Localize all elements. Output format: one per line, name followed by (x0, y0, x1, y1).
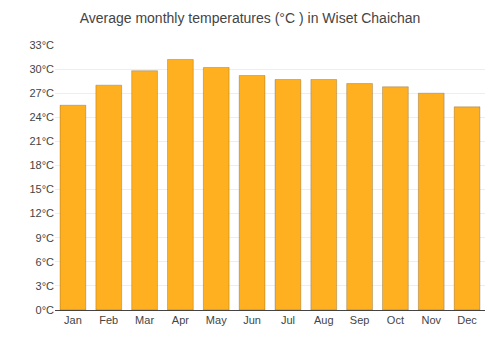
svg-text:21°C: 21°C (29, 135, 54, 147)
svg-text:3°C: 3°C (36, 280, 55, 292)
svg-text:6°C: 6°C (36, 256, 55, 268)
svg-text:Average monthly temperatures (: Average monthly temperatures (°C ) in Wi… (80, 10, 421, 26)
svg-text:Feb: Feb (99, 314, 118, 326)
svg-text:Jul: Jul (281, 314, 295, 326)
svg-text:Jan: Jan (64, 314, 82, 326)
svg-text:Nov: Nov (421, 314, 441, 326)
svg-text:15°C: 15°C (29, 183, 54, 195)
svg-text:Jun: Jun (243, 314, 261, 326)
svg-text:30°C: 30°C (29, 63, 54, 75)
svg-text:27°C: 27°C (29, 87, 54, 99)
svg-text:Sep: Sep (350, 314, 370, 326)
svg-text:Oct: Oct (387, 314, 404, 326)
svg-text:Aug: Aug (314, 314, 334, 326)
svg-text:May: May (206, 314, 227, 326)
svg-text:Dec: Dec (457, 314, 477, 326)
svg-text:9°C: 9°C (36, 232, 55, 244)
svg-text:24°C: 24°C (29, 111, 54, 123)
svg-text:Apr: Apr (172, 314, 189, 326)
svg-text:33°C: 33°C (29, 39, 54, 51)
svg-text:18°C: 18°C (29, 159, 54, 171)
svg-text:0°C: 0°C (36, 304, 55, 316)
svg-text:12°C: 12°C (29, 207, 54, 219)
svg-text:Mar: Mar (135, 314, 154, 326)
